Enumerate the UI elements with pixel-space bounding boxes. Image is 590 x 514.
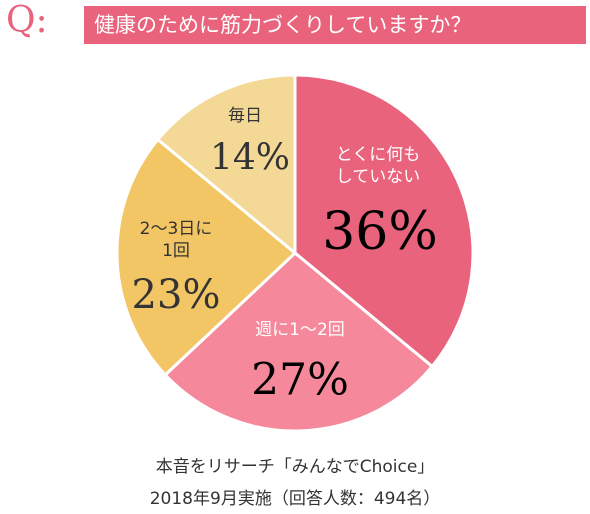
slice-label: 毎日 bbox=[228, 106, 262, 126]
value-label: 23% bbox=[131, 272, 221, 318]
footer-line: 2018年9月実施（回答人数：494名） bbox=[149, 489, 441, 509]
pie-slice bbox=[293, 73, 475, 369]
pie-slice bbox=[115, 137, 298, 377]
pie-slice bbox=[163, 251, 435, 433]
q-label: Q: bbox=[6, 0, 48, 41]
value-label: 27% bbox=[251, 354, 349, 406]
value-label: 36% bbox=[322, 202, 438, 262]
slice-label: 週に1〜2回 bbox=[255, 320, 345, 340]
value-label: 14% bbox=[209, 137, 291, 179]
title: 健康のために筋力づくりしていますか？ bbox=[84, 6, 586, 44]
pie-slice bbox=[155, 73, 297, 257]
slice-label: 2〜3日に 1回 bbox=[139, 219, 213, 261]
slice-label: とくに何も していない bbox=[335, 145, 421, 187]
footer-line: 本音をリサーチ「みんなでChoice」 bbox=[155, 457, 435, 477]
